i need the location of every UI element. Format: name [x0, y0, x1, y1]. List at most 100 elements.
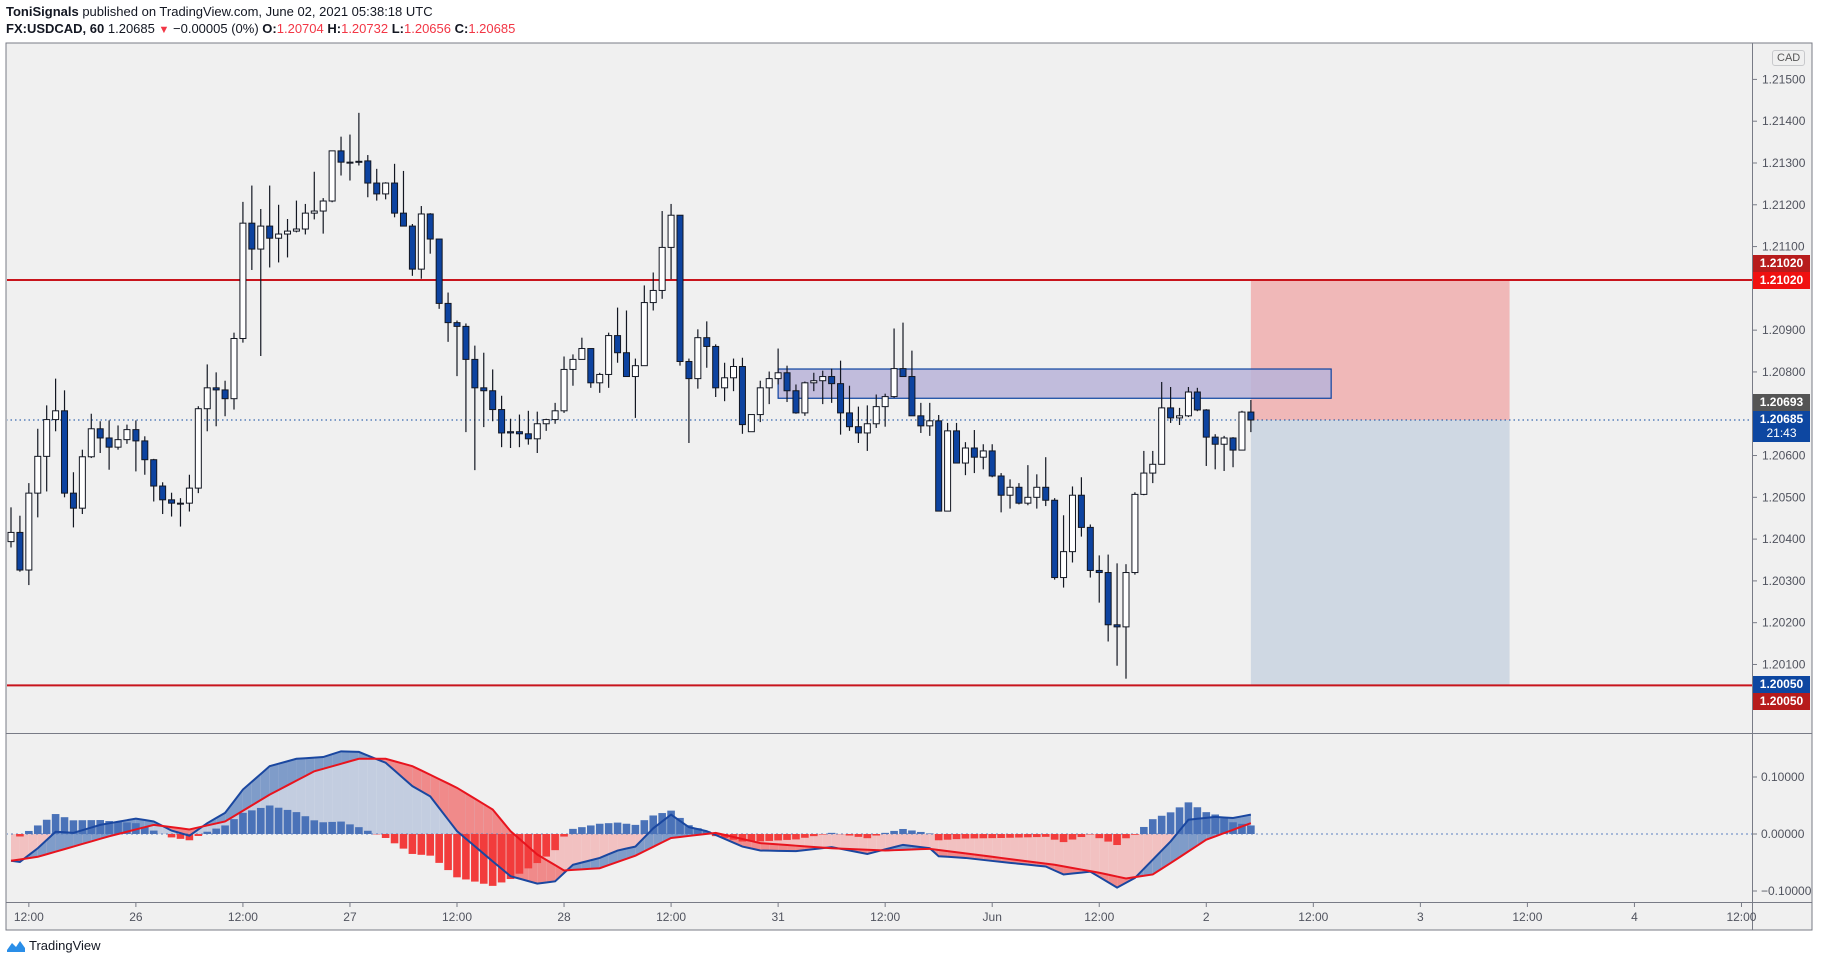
signal-line[interactable] [10, 757, 1252, 880]
candle[interactable] [337, 136, 345, 176]
candle[interactable] [926, 402, 934, 436]
candle[interactable] [908, 350, 916, 417]
candle[interactable] [248, 185, 256, 270]
supply-zone-rectangle[interactable] [777, 368, 1332, 399]
candle[interactable] [515, 414, 523, 448]
candle[interactable] [792, 384, 800, 414]
candle[interactable] [542, 418, 550, 431]
candle[interactable] [676, 214, 684, 366]
candle[interactable] [1131, 492, 1139, 575]
candle[interactable] [783, 365, 791, 403]
candle[interactable] [533, 411, 541, 454]
candle[interactable] [266, 185, 274, 268]
candle[interactable] [756, 380, 764, 423]
candle[interactable] [845, 385, 853, 431]
candle[interactable] [712, 344, 720, 398]
risk-zone[interactable] [1250, 280, 1510, 420]
candle[interactable] [1211, 434, 1219, 470]
candle[interactable] [1140, 450, 1148, 496]
candle[interactable] [123, 424, 131, 444]
candle[interactable] [1068, 486, 1076, 563]
candle[interactable] [284, 218, 292, 258]
candle[interactable] [578, 337, 586, 360]
candle[interactable] [801, 381, 809, 416]
candle[interactable] [168, 492, 176, 517]
candle[interactable] [917, 402, 925, 433]
candle[interactable] [507, 418, 515, 448]
candle[interactable] [185, 474, 193, 512]
candle[interactable] [417, 206, 425, 279]
candle[interactable] [667, 203, 675, 280]
candle[interactable] [52, 378, 60, 432]
candle[interactable] [69, 472, 77, 528]
candle[interactable] [453, 320, 461, 377]
tradingview-brand[interactable]: TradingView [6, 938, 101, 953]
candle[interactable] [1220, 435, 1228, 471]
candle[interactable] [462, 323, 470, 433]
candle[interactable] [953, 422, 961, 464]
candle[interactable] [7, 507, 15, 548]
candle[interactable] [1238, 410, 1246, 451]
candle[interactable] [34, 428, 42, 518]
candle[interactable] [551, 402, 559, 424]
candle[interactable] [489, 369, 497, 422]
candle[interactable] [872, 394, 880, 428]
candle[interactable] [1202, 409, 1210, 466]
candle[interactable] [1167, 386, 1175, 423]
candle[interactable] [150, 458, 158, 502]
macd-pane[interactable] [6, 750, 1752, 889]
candle[interactable] [605, 332, 613, 388]
candle[interactable] [1104, 554, 1112, 642]
candle[interactable] [863, 405, 871, 451]
candle[interactable] [203, 364, 211, 432]
candle[interactable] [1015, 483, 1023, 505]
candle[interactable] [435, 238, 443, 309]
candle[interactable] [721, 362, 729, 402]
candle[interactable] [970, 430, 978, 474]
candle[interactable] [837, 360, 845, 435]
candle[interactable] [194, 406, 202, 494]
reward-zone[interactable] [1250, 419, 1510, 686]
candle[interactable] [703, 321, 711, 368]
candle[interactable] [364, 155, 372, 198]
candle[interactable] [730, 358, 738, 392]
candle[interactable] [1149, 450, 1157, 484]
candle[interactable] [1024, 465, 1032, 506]
candle[interactable] [292, 200, 300, 233]
candle[interactable] [25, 483, 33, 586]
candle[interactable] [43, 405, 51, 492]
candle[interactable] [382, 182, 390, 200]
candle[interactable] [159, 482, 167, 515]
candle[interactable] [997, 473, 1005, 513]
candle[interactable] [328, 150, 336, 203]
candle[interactable] [1247, 399, 1255, 433]
candle[interactable] [87, 413, 95, 459]
candle[interactable] [1006, 479, 1014, 509]
candle[interactable] [1122, 564, 1130, 679]
candle[interactable] [988, 444, 996, 478]
macd-line[interactable] [10, 750, 1252, 889]
candle[interactable] [275, 204, 283, 263]
candle[interactable] [239, 201, 247, 343]
candle[interactable] [890, 328, 898, 398]
candle[interactable] [257, 208, 265, 357]
candle[interactable] [658, 211, 666, 299]
candle[interactable] [774, 348, 782, 385]
author-name[interactable]: ToniSignals [6, 4, 79, 19]
candle[interactable] [747, 414, 755, 433]
candle[interactable] [114, 425, 122, 450]
candle[interactable] [399, 170, 407, 227]
candle[interactable] [1051, 498, 1059, 580]
candle[interactable] [105, 420, 113, 470]
candle[interactable] [819, 370, 827, 405]
candle[interactable] [765, 371, 773, 405]
candle[interactable] [346, 134, 354, 181]
candle[interactable] [141, 436, 149, 475]
candle[interactable] [132, 420, 140, 472]
candle[interactable] [1113, 563, 1121, 666]
candle[interactable] [560, 356, 568, 413]
candle[interactable] [1229, 437, 1237, 468]
candle[interactable] [524, 410, 532, 445]
candle[interactable] [614, 307, 622, 363]
